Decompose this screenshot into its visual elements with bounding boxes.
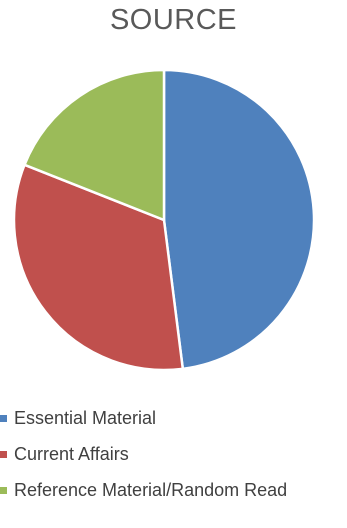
- legend-label: Current Affairs: [14, 443, 129, 464]
- pie-chart: [12, 68, 316, 372]
- pie-slice-2: [23, 68, 166, 222]
- pie-slice-0: [162, 68, 316, 371]
- legend-label: Essential Material: [14, 407, 157, 428]
- legend-item-1: Current Affairs: [0, 442, 129, 466]
- legend-label: Reference Material/Random Read: [14, 479, 288, 500]
- legend-item-2: Reference Material/Random Read: [0, 478, 287, 502]
- chart-title: SOURCE: [109, 4, 238, 36]
- legend-item-0: Essential Material: [0, 406, 156, 430]
- pie-slice-1: [12, 163, 185, 372]
- legend-swatch-icon: [0, 414, 7, 422]
- legend-swatch-icon: [0, 486, 7, 494]
- legend-swatch-icon: [0, 450, 7, 458]
